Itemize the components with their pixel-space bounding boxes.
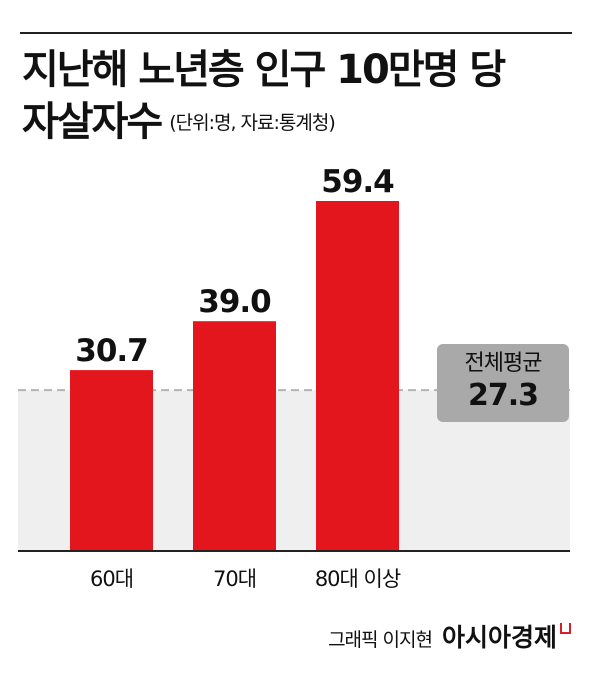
average-callout: 전체평균 27.3 [437, 344, 569, 422]
top-rule [20, 32, 572, 34]
chart-subtitle: (단위:명, 자료:통계청) [169, 112, 336, 134]
average-value: 27.3 [467, 378, 539, 413]
brand-logo-icon [560, 623, 571, 634]
chart-title-line-2-wrap: 자살자수 (단위:명, 자료:통계청) [22, 96, 504, 149]
value-label-2: 39.0 [198, 284, 271, 320]
credit-line: 그래픽 이지현 아시아경제 [328, 618, 571, 654]
average-label: 전체평균 [464, 351, 543, 376]
category-label-2: 70대 [213, 567, 256, 591]
category-label-3: 80대 이상 [315, 567, 401, 591]
bar-2 [193, 321, 276, 551]
bar-1 [70, 370, 153, 551]
brand-name: 아시아경제 [441, 623, 557, 652]
chart-title-line-2: 자살자수 [22, 99, 163, 145]
credit-text: 그래픽 이지현 [328, 629, 433, 651]
value-label-3: 59.4 [321, 164, 394, 200]
value-label-1: 30.7 [75, 333, 148, 369]
chart-title-line-1: 지난해 노년층 인구 10만명 당 [22, 47, 506, 93]
chart-title: 지난해 노년층 인구 10만명 당 자살자수 (단위:명, 자료:통계청) [22, 44, 506, 149]
bar-3 [316, 201, 399, 551]
category-label-1: 60대 [90, 567, 133, 591]
